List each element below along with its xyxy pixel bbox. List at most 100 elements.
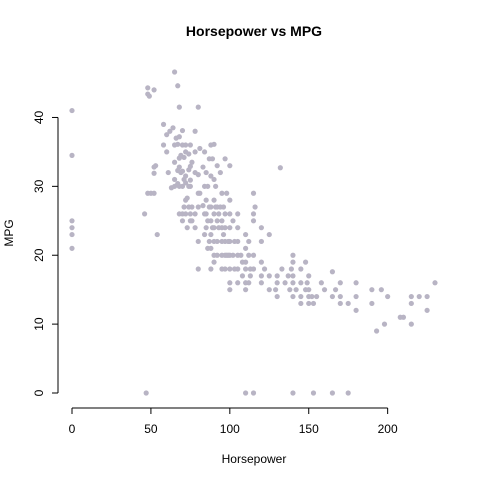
data-point: [432, 280, 438, 286]
data-point: [227, 197, 233, 203]
data-point: [381, 321, 388, 327]
data-point: [187, 163, 193, 169]
data-point: [69, 225, 75, 231]
data-point: [197, 190, 203, 196]
data-point: [187, 142, 193, 148]
data-point: [213, 183, 219, 189]
data-point: [208, 266, 214, 272]
data-point: [192, 128, 198, 134]
data-point: [195, 204, 201, 210]
data-point: [306, 273, 312, 279]
data-point: [424, 307, 430, 313]
data-point: [203, 197, 209, 203]
data-point: [298, 266, 304, 272]
data-point: [337, 280, 343, 286]
data-point: [195, 172, 201, 178]
data-point: [181, 204, 187, 210]
data-point: [258, 238, 264, 245]
data-point: [195, 238, 201, 245]
data-point: [243, 287, 249, 293]
data-point: [154, 231, 160, 238]
data-point: [160, 121, 167, 127]
y-tick-label: 10: [32, 317, 46, 331]
data-point: [203, 225, 209, 231]
data-point: [302, 259, 309, 265]
data-point: [220, 231, 227, 238]
data-point: [290, 273, 296, 279]
chart-title: Horsepower vs MPG: [186, 23, 322, 39]
data-point: [227, 266, 233, 272]
data-point: [227, 238, 233, 245]
data-point: [309, 293, 315, 300]
data-point: [353, 280, 359, 286]
data-point: [183, 142, 189, 148]
data-point: [274, 273, 280, 279]
data-point: [179, 168, 186, 174]
data-point: [186, 151, 192, 157]
data-point: [201, 149, 208, 155]
data-point: [176, 104, 182, 110]
data-point: [195, 104, 201, 110]
x-tick-label: 0: [69, 422, 76, 436]
data-point: [329, 293, 336, 300]
data-point: [153, 163, 159, 169]
data-point: [250, 190, 257, 196]
data-point: [208, 218, 214, 224]
x-tick-label: 200: [378, 422, 398, 436]
data-point: [195, 266, 201, 272]
data-point: [258, 280, 264, 286]
data-point: [222, 266, 228, 272]
data-point: [258, 225, 264, 231]
x-tick-label: 150: [299, 422, 319, 436]
data-point: [235, 225, 241, 231]
data-point: [208, 204, 214, 210]
data-point: [176, 164, 182, 170]
data-point: [321, 287, 328, 293]
data-point: [175, 83, 181, 89]
data-point: [197, 145, 203, 152]
data-point: [187, 211, 193, 217]
data-point: [145, 85, 151, 91]
data-point: [266, 287, 272, 293]
data-point: [206, 238, 212, 245]
data-point: [69, 218, 75, 224]
data-point: [217, 169, 223, 176]
data-point: [219, 190, 225, 196]
data-point: [183, 211, 189, 217]
data-point: [222, 225, 228, 231]
data-point: [214, 218, 220, 224]
data-point: [353, 307, 359, 313]
data-point: [261, 266, 268, 272]
data-point: [314, 293, 320, 300]
data-point: [345, 390, 351, 396]
data-point: [277, 165, 283, 171]
data-point: [227, 211, 233, 217]
data-point: [200, 203, 206, 209]
data-point: [243, 390, 249, 396]
y-tick-label: 0: [32, 389, 46, 396]
data-point: [243, 231, 249, 238]
data-point: [290, 259, 296, 265]
data-point: [258, 273, 264, 279]
data-point: [214, 252, 220, 258]
data-point: [337, 293, 343, 300]
data-points: [69, 69, 438, 396]
data-point: [318, 280, 324, 286]
data-point: [306, 287, 312, 293]
data-point: [211, 141, 217, 147]
y-tick-label: 20: [32, 248, 46, 262]
data-point: [165, 169, 171, 176]
data-point: [345, 300, 351, 307]
data-point: [151, 87, 157, 93]
data-point: [208, 173, 214, 179]
data-point: [353, 293, 359, 300]
data-point: [408, 293, 414, 300]
data-point: [219, 218, 225, 224]
data-point: [246, 280, 252, 286]
data-point: [192, 149, 198, 155]
data-point: [230, 218, 236, 224]
data-point: [209, 156, 216, 162]
data-point: [266, 231, 272, 238]
data-point: [179, 218, 186, 224]
